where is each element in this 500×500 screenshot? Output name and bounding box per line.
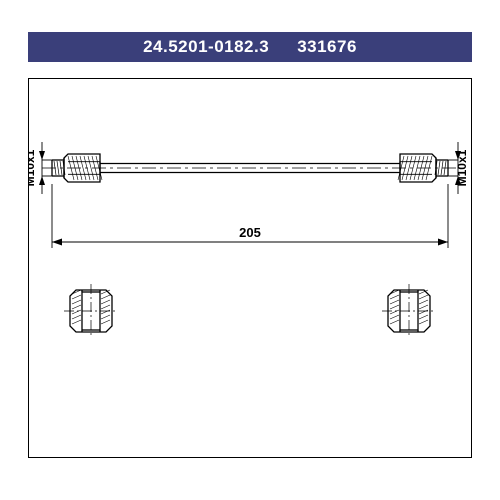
- part-number: 24.5201-0182.3: [143, 37, 269, 57]
- svg-text:205: 205: [239, 225, 261, 240]
- technical-drawing: 205 M10x1 M10x1: [28, 78, 472, 458]
- header-band: 24.5201-0182.3 331676: [28, 32, 472, 62]
- svg-text:M10x1: M10x1: [455, 149, 469, 186]
- secondary-number: 331676: [297, 37, 357, 57]
- svg-text:M10x1: M10x1: [28, 149, 37, 186]
